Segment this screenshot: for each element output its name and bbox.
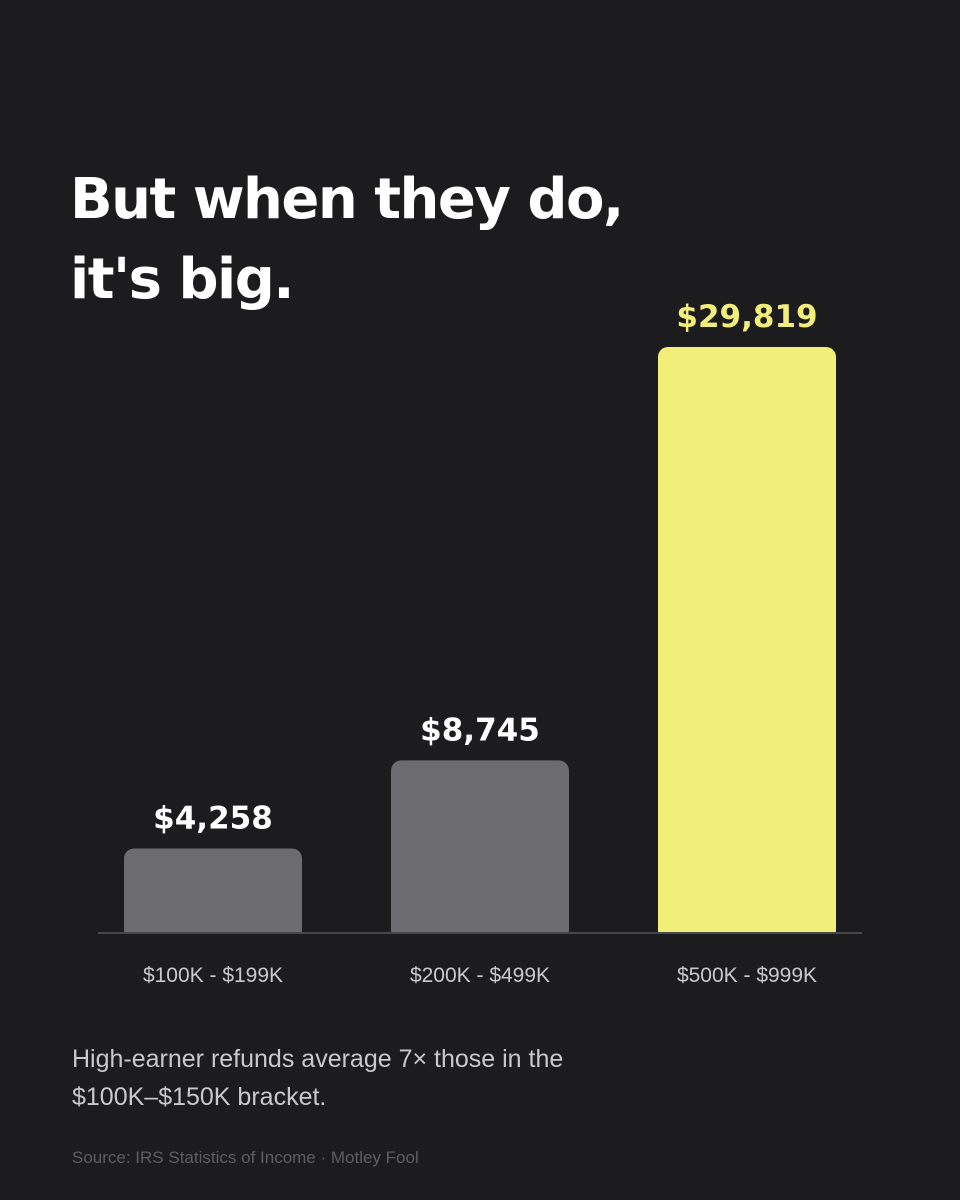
chart-title-line-2: it's big. bbox=[70, 247, 295, 312]
chart-caption-line-1: High-earner refunds average 7× those in … bbox=[72, 1045, 564, 1073]
bar-2 bbox=[391, 760, 569, 940]
source-note: Source: IRS Statistics of Income · Motle… bbox=[72, 1148, 419, 1167]
x-axis-line bbox=[98, 932, 862, 934]
axis-underlay bbox=[98, 934, 862, 944]
bar-value-label-1: $4,258 bbox=[153, 800, 273, 836]
chart-title: But when they do, it's big. bbox=[70, 160, 830, 320]
x-tick-label-3: $500K - $999K bbox=[677, 964, 817, 987]
x-tick-label-2: $200K - $499K bbox=[410, 964, 550, 987]
bar-value-label-2: $8,745 bbox=[420, 712, 540, 748]
bar-chart: $4,258 $100K - $199K $8,745 $200K - $499K $2… bbox=[98, 299, 862, 987]
bar-3 bbox=[658, 347, 836, 940]
chart-caption-line-2: $100K–$150K bracket. bbox=[72, 1083, 327, 1111]
chart-title-line-1: But when they do, bbox=[70, 167, 624, 232]
bar-1 bbox=[124, 848, 302, 940]
x-tick-label-1: $100K - $199K bbox=[143, 964, 283, 987]
bar-value-label-3: $29,819 bbox=[676, 299, 817, 335]
chart-caption: High-earner refunds average 7× those in … bbox=[72, 1040, 692, 1116]
